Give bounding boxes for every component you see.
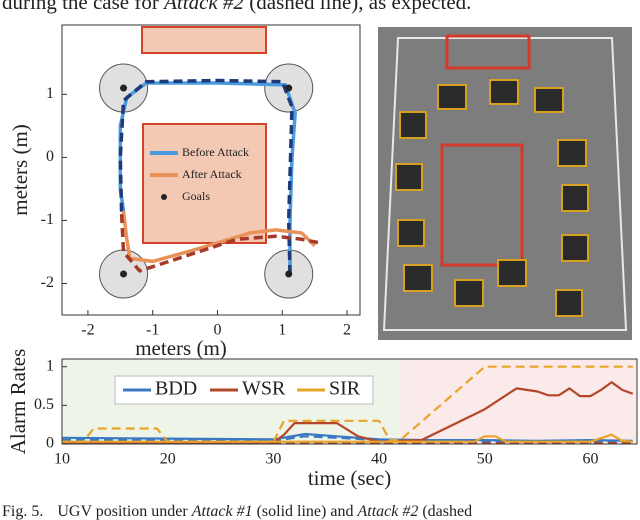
legend-label: WSR	[242, 378, 286, 400]
series-line	[62, 433, 633, 443]
y-tick-label: -1	[41, 211, 54, 228]
y-tick-label: 0	[46, 148, 54, 165]
legend-label: Before Attack	[182, 145, 249, 159]
text-segment: Attack #2	[162, 0, 244, 14]
axes-frame	[61, 358, 638, 445]
obstacle	[141, 26, 267, 54]
caption-segment: UGV position under	[57, 503, 191, 520]
caption-segment: (solid line) and	[253, 503, 358, 520]
caption-segment: (dashed	[418, 503, 472, 520]
y-axis-label: meters (m)	[8, 124, 32, 216]
series-line	[118, 78, 294, 275]
text-above: during the case for Attack #2 (dashed li…	[2, 0, 471, 14]
series-line	[62, 381, 634, 444]
caption-segment: Attack #2	[356, 503, 418, 520]
x-tick-label: -2	[81, 322, 94, 339]
y-tick-label: 0.5	[34, 396, 54, 413]
axes-frame	[61, 24, 361, 316]
y-tick-label: 1	[46, 85, 54, 102]
y-tick-label: 0	[46, 435, 54, 452]
obstacle	[142, 123, 267, 244]
x-tick-label: 10	[54, 451, 70, 468]
y-axis-label: Alarm Rates	[6, 349, 30, 455]
y-tick-label: 1	[46, 357, 54, 374]
arena-photo	[378, 27, 632, 340]
x-tick-label: 30	[265, 451, 281, 468]
x-tick-label: -1	[146, 322, 159, 339]
series-line	[62, 365, 633, 443]
legend-marker	[161, 194, 167, 200]
x-tick-label: 60	[582, 451, 598, 468]
series-line	[121, 210, 316, 264]
x-tick-label: 20	[160, 451, 176, 468]
x-axis-label: time (sec)	[308, 466, 391, 490]
caption-segment: Fig. 5.	[2, 503, 43, 520]
shaded-region	[400, 359, 637, 444]
x-tick-label: 1	[278, 322, 286, 339]
caption: Fig. 5. UGV position under Attack #1 (sol…	[2, 503, 472, 520]
x-axis-label: meters (m)	[135, 336, 227, 360]
text-segment: during the case for	[2, 0, 164, 14]
text-segment: (dashed line), as expected.	[244, 0, 471, 14]
legend-box	[114, 375, 374, 405]
series-line	[119, 214, 319, 273]
caption-segment: Attack #1	[191, 503, 253, 520]
goal-point	[120, 270, 128, 278]
goal-point	[285, 270, 293, 278]
x-tick-label: 50	[477, 451, 493, 468]
goal-point	[285, 84, 293, 92]
legend-label: After Attack	[182, 167, 242, 181]
legend-label: BDD	[155, 378, 197, 400]
x-tick-label: 40	[371, 451, 387, 468]
x-tick-label: 2	[343, 322, 351, 339]
y-tick-label: -2	[41, 274, 54, 291]
legend-label: Goals	[182, 189, 210, 203]
x-tick-label: 0	[213, 322, 221, 339]
goal-point	[120, 84, 128, 92]
legend-label: SIR	[329, 378, 361, 400]
